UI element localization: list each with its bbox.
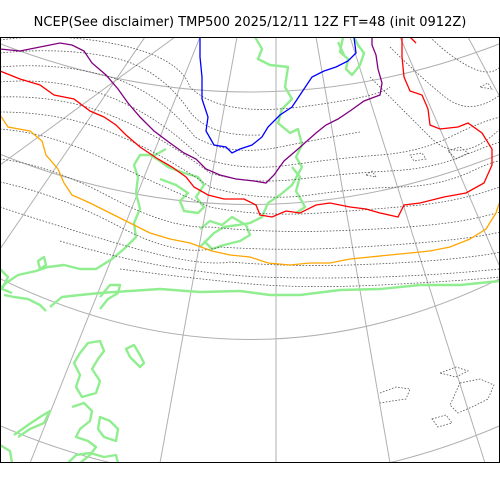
isotherm-purple [0, 37, 383, 184]
isotherm-red [0, 37, 493, 218]
map-frame [0, 37, 500, 463]
graticule-meridians [0, 37, 500, 463]
isotherm-orange [0, 114, 500, 266]
isotherm-blue [199, 37, 357, 154]
isotherms-dotted [0, 37, 500, 428]
map-title: NCEP(See disclaimer) TMP500 2025/12/11 1… [33, 15, 467, 30]
graticule-latitude [0, 43, 500, 463]
coastlines [0, 37, 500, 463]
map-canvas [0, 37, 500, 463]
